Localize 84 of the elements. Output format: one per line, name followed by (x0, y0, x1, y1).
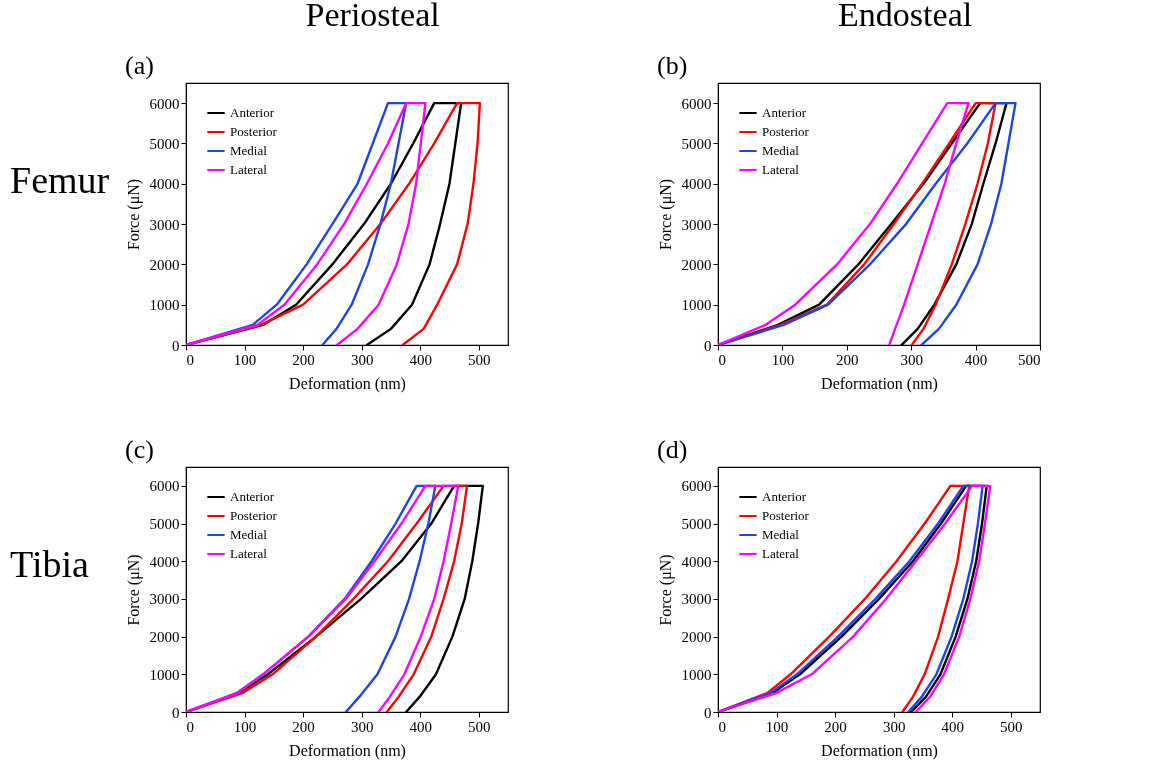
legend-label: Posterior (230, 508, 278, 523)
text: Endosteal (838, 0, 973, 34)
x-tick-label: 100 (771, 351, 795, 368)
x-tick-label: 400 (409, 718, 432, 735)
legend-label: Anterior (230, 489, 275, 504)
x-tick-label: 400 (941, 718, 964, 735)
y-tick-label: 3000 (149, 216, 180, 233)
x-tick-label: 500 (1018, 351, 1041, 368)
y-tick-label: 1000 (149, 666, 180, 683)
y-tick-label: 5000 (149, 135, 180, 152)
y-tick-label: 6000 (681, 478, 712, 495)
y-tick-label: 2000 (149, 629, 180, 646)
x-axis-title: Deformation (nm) (289, 741, 406, 760)
y-tick-label: 3000 (149, 591, 180, 608)
y-tick-label: 4000 (681, 553, 712, 570)
y-tick-label: 2000 (681, 629, 712, 646)
legend-label: Lateral (762, 546, 800, 561)
legend-label: Lateral (762, 162, 800, 177)
x-tick-label: 500 (999, 718, 1023, 735)
y-tick-label: 5000 (149, 516, 180, 533)
y-tick-label: 6000 (681, 95, 712, 112)
y-tick-label: 3000 (681, 591, 712, 608)
x-axis-title: Deformation (nm) (821, 374, 938, 393)
legend-label: Anterior (762, 489, 807, 504)
legend-label: Medial (762, 143, 800, 158)
chart-title: (a) (125, 51, 154, 80)
y-tick-label: 6000 (149, 95, 180, 112)
x-tick-label: 300 (350, 351, 374, 368)
x-tick-label: 100 (765, 718, 789, 735)
legend-label: Posterior (230, 124, 278, 139)
x-tick-label: 200 (836, 351, 859, 368)
legend-label: Medial (230, 143, 268, 158)
x-tick-label: 0 (186, 718, 194, 735)
y-axis-title: Force (μN) (656, 178, 675, 251)
y-tick-label: 0 (704, 337, 712, 354)
x-axis-title: Deformation (nm) (821, 741, 938, 760)
chart-title: (d) (657, 435, 688, 464)
x-axis-title: Deformation (nm) (289, 374, 406, 393)
x-tick-label: 400 (964, 351, 988, 368)
legend-label: Anterior (762, 105, 807, 120)
y-tick-label: 5000 (681, 516, 712, 533)
x-tick-label: 200 (824, 718, 847, 735)
text: Periosteal (305, 0, 440, 34)
x-tick-label: 500 (467, 351, 491, 368)
x-tick-label: 100 (233, 351, 257, 368)
legend-label: Anterior (230, 105, 275, 120)
y-tick-label: 0 (704, 704, 712, 721)
y-tick-label: 0 (172, 337, 180, 354)
y-tick-label: 5000 (681, 135, 712, 152)
chart-title: (b) (657, 51, 688, 80)
x-tick-label: 400 (409, 351, 432, 368)
y-tick-label: 4000 (149, 553, 180, 570)
legend-label: Lateral (230, 546, 268, 561)
legend-label: Posterior (762, 124, 810, 139)
x-tick-label: 0 (186, 351, 194, 368)
y-tick-label: 4000 (149, 176, 180, 193)
y-tick-label: 4000 (681, 176, 712, 193)
legend-label: Medial (762, 527, 800, 542)
y-tick-label: 2000 (681, 256, 712, 273)
y-tick-label: 1000 (149, 297, 180, 314)
y-tick-label: 0 (172, 704, 180, 721)
y-axis-title: Force (μN) (124, 178, 143, 251)
y-axis-title: Force (μN) (656, 554, 675, 626)
y-axis-title: Force (μN) (124, 554, 143, 626)
y-tick-label: 1000 (681, 666, 712, 683)
y-tick-label: 1000 (681, 297, 712, 314)
x-tick-label: 200 (292, 351, 315, 368)
legend-label: Medial (230, 527, 268, 542)
x-tick-label: 300 (350, 718, 374, 735)
text: Femur (10, 158, 110, 202)
x-tick-label: 200 (292, 718, 315, 735)
x-tick-label: 300 (900, 351, 923, 368)
y-tick-label: 2000 (149, 256, 180, 273)
y-tick-label: 3000 (681, 216, 712, 233)
text: Tibia (10, 542, 89, 586)
x-tick-label: 500 (467, 718, 491, 735)
x-tick-label: 100 (233, 718, 257, 735)
x-tick-label: 0 (718, 718, 726, 735)
x-tick-label: 300 (882, 718, 906, 735)
y-tick-label: 6000 (149, 478, 180, 495)
legend-label: Lateral (230, 162, 268, 177)
legend-label: Posterior (762, 508, 810, 523)
chart-title: (c) (125, 435, 154, 464)
x-tick-label: 0 (718, 351, 726, 368)
